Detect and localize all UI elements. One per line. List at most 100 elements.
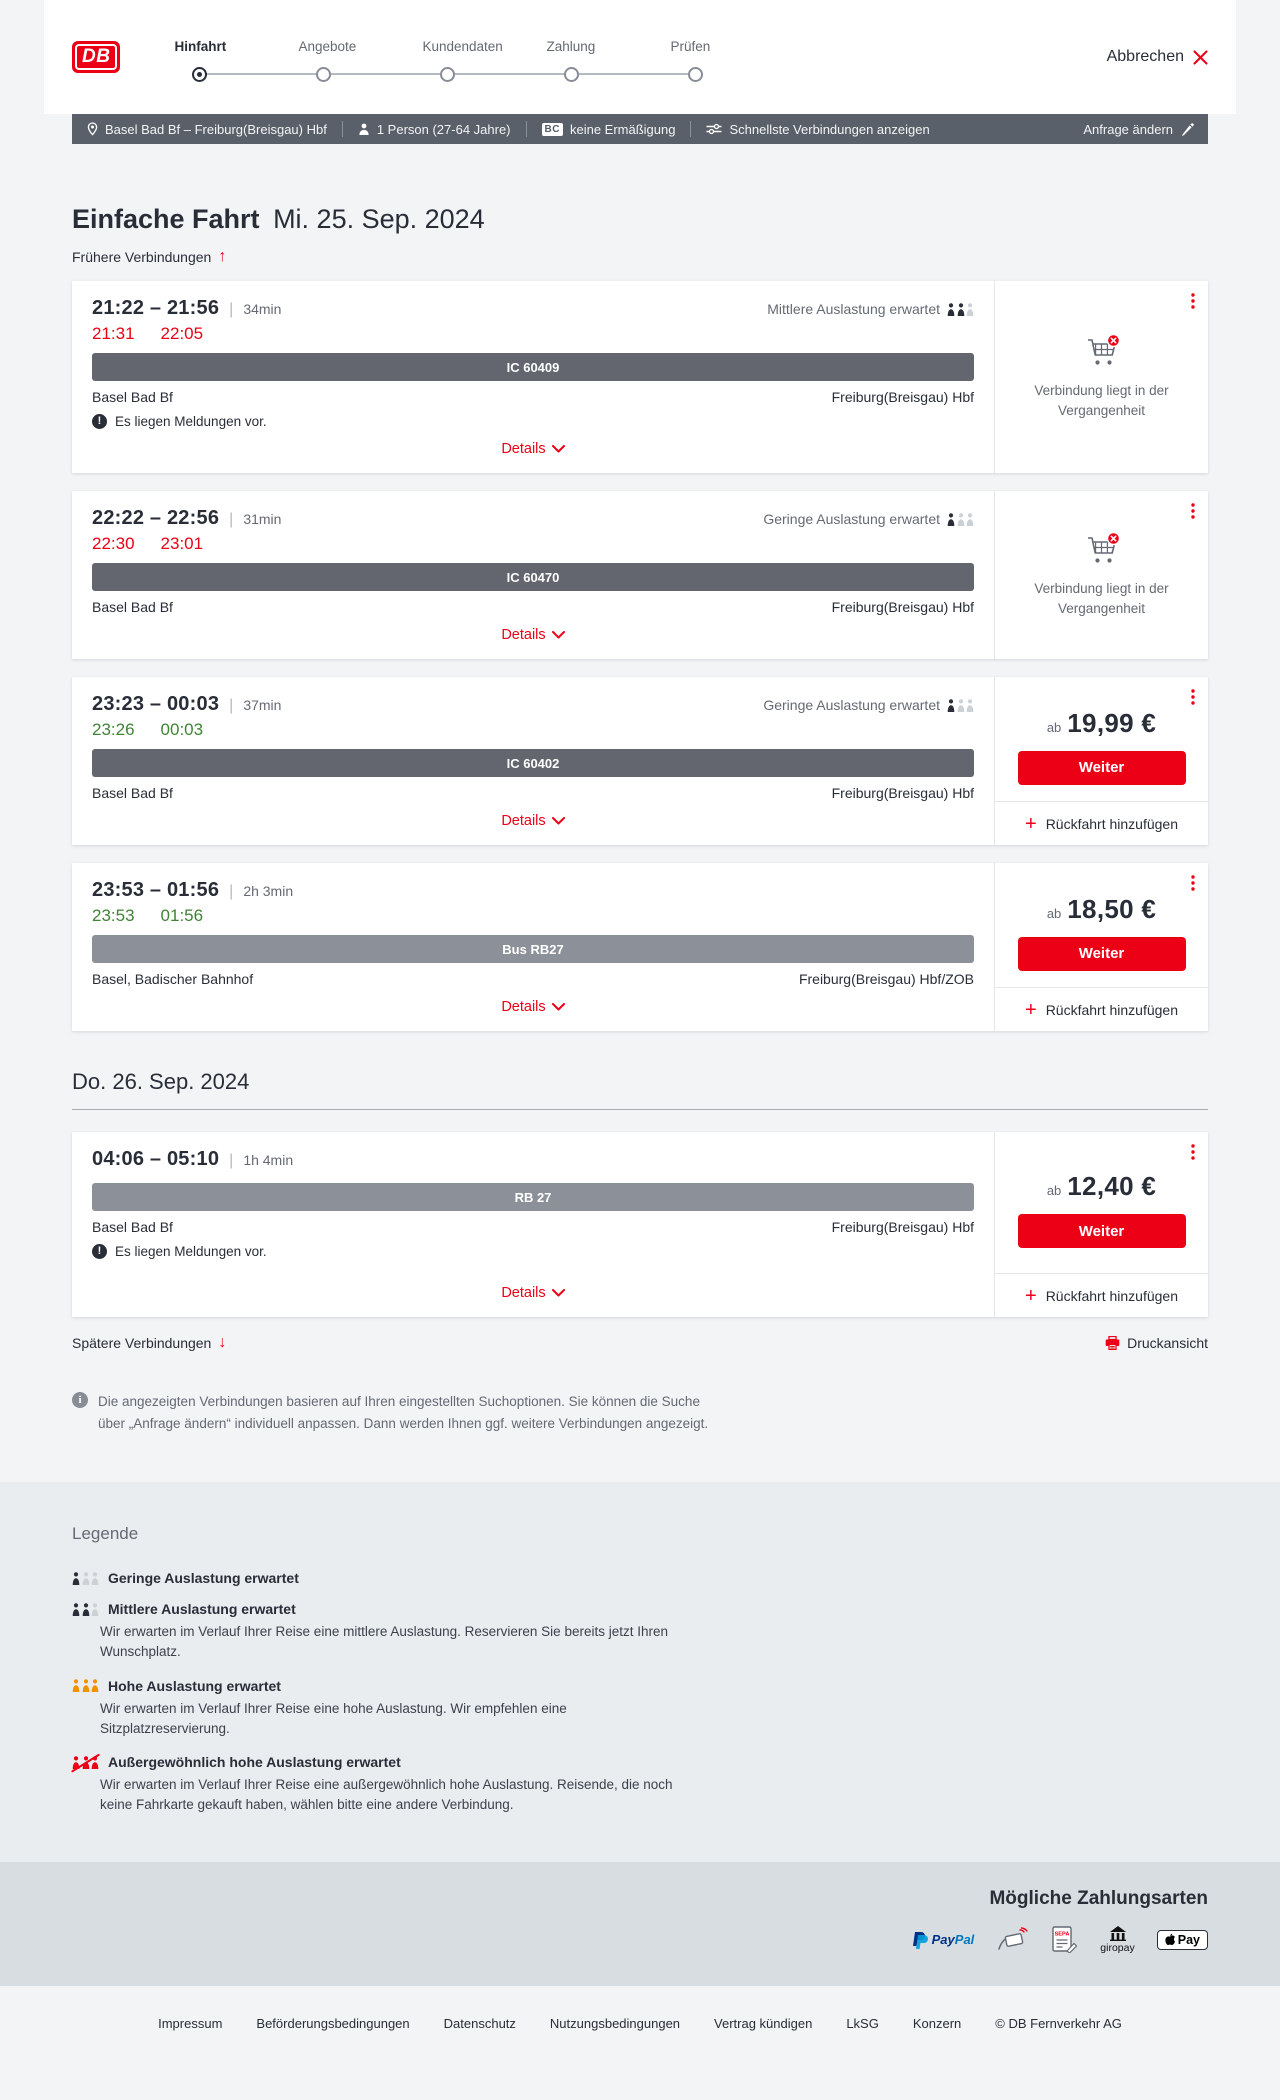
connection-card: 23:53 – 01:56 | 2h 3min 23:53 01:56 Bus … bbox=[72, 863, 1208, 1031]
duration: 2h 3min bbox=[243, 883, 294, 899]
cancel-button[interactable]: Abbrechen bbox=[1107, 48, 1208, 66]
weiter-button[interactable]: Weiter bbox=[1017, 936, 1186, 971]
destination-station: Freiburg(Breisgau) Hbf bbox=[831, 599, 974, 615]
details-toggle[interactable]: Details bbox=[501, 1285, 565, 1301]
stepper-step-kundendaten[interactable]: Kundendaten bbox=[330, 39, 544, 82]
stepper-step-hinfahrt[interactable]: Hinfahrt bbox=[172, 39, 296, 82]
details-toggle[interactable]: Details bbox=[501, 627, 565, 643]
card-menu-button[interactable] bbox=[1187, 871, 1199, 895]
stepper-step-zahlung[interactable]: Zahlung bbox=[454, 39, 668, 82]
credit-card-icon bbox=[996, 1926, 1030, 1953]
occupancy-exceptional-icon bbox=[72, 1755, 99, 1769]
kebab-icon bbox=[1191, 689, 1195, 705]
sliders-icon bbox=[706, 123, 722, 135]
past-connection-text: Verbindung liegt in der Vergangenheit bbox=[1034, 383, 1169, 418]
destination-station: Freiburg(Breisgau) Hbf bbox=[831, 785, 974, 801]
footer-link-befoerderungsbedingungen[interactable]: Beförderungsbedingungen bbox=[256, 2015, 410, 2031]
duration: 34min bbox=[243, 301, 282, 317]
weiter-button[interactable]: Weiter bbox=[1017, 750, 1186, 785]
summary-route-text: Basel Bad Bf – Freiburg(Breisgau) Hbf bbox=[105, 121, 327, 137]
price-prefix: ab bbox=[1046, 1183, 1062, 1198]
origin-station: Basel Bad Bf bbox=[92, 1219, 173, 1235]
kebab-icon bbox=[1191, 1144, 1195, 1160]
cart-past-icon bbox=[1087, 334, 1120, 366]
info-note: i Die angezeigten Verbindungen basieren … bbox=[72, 1391, 1208, 1434]
weiter-button[interactable]: Weiter bbox=[1017, 1214, 1186, 1248]
cart-past-icon bbox=[1087, 532, 1120, 564]
occupancy-icon bbox=[947, 302, 974, 316]
footer-link-nutzungsbedingungen[interactable]: Nutzungsbedingungen bbox=[549, 2015, 681, 2031]
db-logo-text: DB bbox=[75, 44, 118, 70]
connection-card: 22:22 – 22:56 | 31min Geringe Auslastung… bbox=[72, 491, 1208, 659]
sepa-icon: SEPA bbox=[1052, 1926, 1078, 1954]
train-label-bar: Bus RB27 bbox=[92, 935, 974, 963]
summary-route: Basel Bad Bf – Freiburg(Breisgau) Hbf bbox=[72, 121, 342, 137]
footer-link-konzern[interactable]: Konzern bbox=[912, 2015, 962, 2031]
summary-fastest-text: Schnellste Verbindungen anzeigen bbox=[729, 121, 930, 137]
page-title: Einfache Fahrt Mi. 25. Sep. 2024 bbox=[72, 204, 1208, 235]
occupancy-low-icon bbox=[72, 1571, 99, 1585]
message-row: ! Es liegen Meldungen vor. bbox=[92, 1244, 974, 1259]
card-menu-button[interactable] bbox=[1187, 289, 1199, 313]
actual-times: 23:26 00:03 bbox=[92, 720, 204, 739]
occupancy-high-icon bbox=[72, 1679, 99, 1693]
summary-discount-text: keine Ermäßigung bbox=[569, 121, 676, 137]
details-toggle[interactable]: Details bbox=[501, 441, 565, 457]
add-return-button[interactable]: + Rückfahrt hinzufügen bbox=[995, 1273, 1208, 1317]
destination-station: Freiburg(Breisgau) Hbf bbox=[831, 1219, 974, 1235]
location-pin-icon bbox=[87, 122, 98, 136]
results-content: Einfache Fahrt Mi. 25. Sep. 2024 Frühere… bbox=[72, 204, 1208, 1434]
stations-row: Basel Bad Bf Freiburg(Breisgau) Hbf bbox=[92, 389, 974, 405]
summary-traveler: 1 Person (27-64 Jahre) bbox=[341, 121, 526, 137]
plus-icon: + bbox=[1025, 1284, 1037, 1307]
edit-request-button[interactable]: Anfrage ändern bbox=[1069, 122, 1208, 137]
card-menu-button[interactable] bbox=[1187, 685, 1199, 709]
card-menu-button[interactable] bbox=[1187, 1140, 1199, 1164]
connection-card: 21:22 – 21:56 | 34min Mittlere Auslastun… bbox=[72, 281, 1208, 473]
add-return-button[interactable]: + Rückfahrt hinzufügen bbox=[995, 987, 1208, 1031]
footer-copyright: © DB Fernverkehr AG bbox=[995, 2015, 1122, 2031]
price-value: 19,99 € bbox=[1067, 707, 1157, 738]
origin-station: Basel Bad Bf bbox=[92, 785, 173, 801]
legend-item-hohe: Hohe Auslastung erwartet Wir erwarten im… bbox=[72, 1678, 1208, 1740]
connection-card: 23:23 – 00:03 | 37min Geringe Auslastung… bbox=[72, 677, 1208, 845]
footer-link-impressum[interactable]: Impressum bbox=[158, 2015, 223, 2031]
card-menu-button[interactable] bbox=[1187, 499, 1199, 523]
trip-type: Einfache Fahrt bbox=[72, 204, 260, 234]
stepper-dot bbox=[688, 66, 704, 82]
add-return-button[interactable]: + Rückfahrt hinzufügen bbox=[995, 801, 1208, 845]
origin-station: Basel Bad Bf bbox=[92, 389, 173, 405]
footer-link-lksg[interactable]: LkSG bbox=[846, 2015, 879, 2031]
later-connections-link[interactable]: Spätere Verbindungen ↓ bbox=[72, 1334, 227, 1352]
time-range: 21:22 – 21:56 bbox=[92, 297, 220, 319]
chevron-down-icon bbox=[551, 445, 565, 453]
footer: Impressum Beförderungsbedingungen Datens… bbox=[0, 1985, 1280, 2075]
summary-fastest-toggle[interactable]: Schnellste Verbindungen anzeigen bbox=[690, 121, 944, 137]
arrow-up-icon: ↑ bbox=[218, 248, 227, 265]
stations-row: Basel Bad Bf Freiburg(Breisgau) Hbf bbox=[92, 599, 974, 615]
occupancy-label: Geringe Auslastung erwartet bbox=[763, 697, 974, 713]
day-heading: Do. 26. Sep. 2024 bbox=[72, 1069, 1208, 1110]
stations-row: Basel Bad Bf Freiburg(Breisgau) Hbf bbox=[92, 785, 974, 801]
occupancy-icon bbox=[947, 512, 974, 526]
print-view-link[interactable]: Druckansicht bbox=[1105, 1335, 1208, 1351]
stepper-dot bbox=[316, 66, 332, 82]
alert-icon: ! bbox=[92, 1244, 107, 1259]
pencil-icon bbox=[1182, 122, 1194, 136]
legend-item-aussergewoehnlich: Außergewöhnlich hohe Auslastung erwartet… bbox=[72, 1754, 1208, 1816]
bahncard-badge: BC bbox=[541, 122, 563, 136]
stepper-step-pruefen[interactable]: Prüfen bbox=[578, 39, 792, 82]
footer-link-datenschutz[interactable]: Datenschutz bbox=[443, 2015, 516, 2031]
stepper-step-angebote[interactable]: Angebote bbox=[206, 39, 420, 82]
duration: 31min bbox=[243, 511, 282, 527]
db-logo[interactable]: DB bbox=[72, 41, 121, 73]
details-toggle[interactable]: Details bbox=[501, 813, 565, 829]
details-toggle[interactable]: Details bbox=[501, 999, 565, 1015]
earlier-connections-link[interactable]: Frühere Verbindungen ↑ bbox=[72, 248, 227, 266]
arrow-down-icon: ↓ bbox=[218, 1334, 227, 1351]
footer-link-vertrag-kuendigen[interactable]: Vertrag kündigen bbox=[714, 2015, 813, 2031]
message-row: ! Es liegen Meldungen vor. bbox=[92, 414, 974, 429]
stations-row: Basel Bad Bf Freiburg(Breisgau) Hbf bbox=[92, 1219, 974, 1235]
origin-station: Basel Bad Bf bbox=[92, 599, 173, 615]
price-prefix: ab bbox=[1046, 905, 1062, 921]
